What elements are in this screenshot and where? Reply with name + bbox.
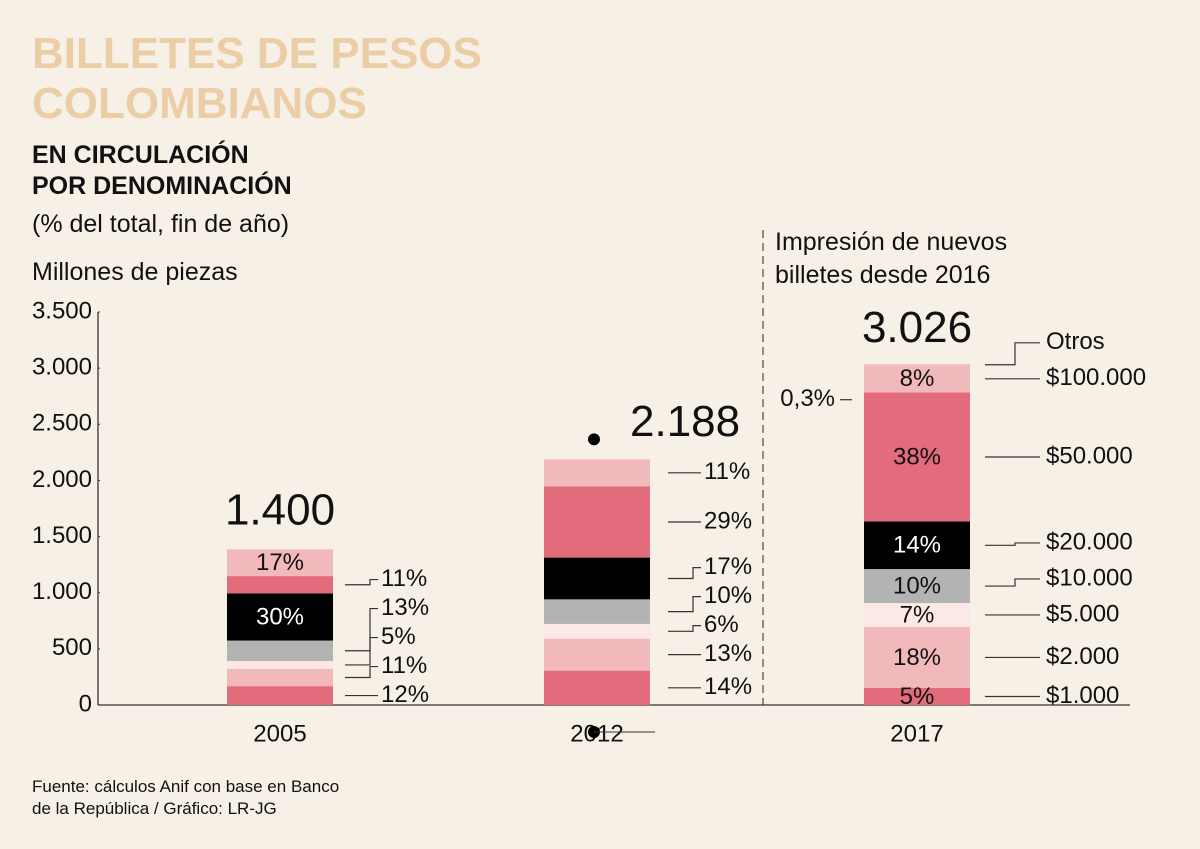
value-label: 12% — [381, 681, 429, 708]
y-tick-label: 1.000 — [32, 578, 92, 605]
total-label: 3.026 — [862, 303, 972, 352]
bar-segment — [227, 549, 333, 577]
bar-segment — [544, 638, 650, 671]
leader — [345, 607, 378, 652]
value-label: 14% — [704, 673, 752, 700]
value-label: 38% — [893, 443, 941, 470]
legend-label: $20.000 — [1046, 528, 1133, 555]
legend-label: $1.000 — [1046, 682, 1119, 709]
leader — [668, 567, 701, 580]
subtitle-line: POR DENOMINACIÓN — [32, 170, 292, 200]
bar-segment — [544, 557, 650, 600]
bar-segment — [227, 686, 333, 705]
legend-leader — [985, 542, 1040, 546]
note: (% del total, fin de año) — [32, 210, 289, 238]
bar-segment — [227, 640, 333, 661]
value-label: 13% — [381, 594, 429, 621]
value-label: 29% — [704, 507, 752, 534]
source-line: de la República / Gráfico: LR-JG — [32, 799, 277, 818]
y-tick-label: 1.500 — [32, 522, 92, 549]
title-line: BILLETES DE PESOS — [32, 29, 482, 78]
legend-label: Otros — [1046, 328, 1105, 355]
value-label: 11% — [704, 458, 750, 485]
bar-segment — [227, 576, 333, 594]
bar-segment — [864, 365, 970, 393]
bar-segment — [544, 670, 650, 705]
value-label: 17% — [704, 553, 752, 580]
value-label: 8% — [900, 365, 935, 392]
value-label: 17% — [256, 549, 304, 576]
leader — [345, 578, 378, 586]
bar-segment — [864, 603, 970, 627]
value-label: 18% — [893, 644, 941, 671]
legend-label: $2.000 — [1046, 643, 1119, 670]
bar-segment — [864, 521, 970, 570]
bar-segment — [544, 486, 650, 558]
bar-segment — [544, 599, 650, 624]
total-label: 2.188 — [630, 397, 740, 446]
annotation-line: billetes desde 2016 — [775, 261, 990, 289]
bar-segment — [544, 623, 650, 639]
value-label: 11% — [381, 565, 427, 592]
value-label: 14% — [893, 532, 941, 559]
value-label: 13% — [704, 640, 752, 667]
leader — [668, 625, 701, 632]
bar-segment — [864, 626, 970, 689]
bar-segment — [864, 364, 970, 366]
value-label: 11% — [381, 652, 427, 679]
legend-label: $10.000 — [1046, 564, 1133, 591]
value-label: 7% — [900, 601, 935, 628]
legend-leader — [985, 578, 1040, 587]
y-axis-label: Millones de piezas — [32, 258, 238, 286]
y-tick-label: 2.500 — [32, 410, 92, 437]
title-line: COLOMBIANOS — [32, 79, 367, 128]
bar-segment — [227, 660, 333, 669]
y-tick-label: 2.000 — [32, 466, 92, 493]
total-label: 1.400 — [225, 485, 335, 534]
decor-dot — [588, 433, 600, 446]
y-tick-label: 500 — [52, 634, 92, 661]
bar-segment — [864, 392, 970, 522]
bar-segment — [864, 569, 970, 604]
bar-segment — [864, 688, 970, 705]
legend-label: $5.000 — [1046, 600, 1119, 627]
source-line: Fuente: cálculos Anif con base en Banco — [32, 777, 339, 796]
y-tick-label: 3.500 — [32, 297, 92, 324]
value-label: 30% — [256, 603, 304, 630]
legend-label: $50.000 — [1046, 442, 1133, 469]
value-label: 0,3% — [780, 385, 835, 412]
value-label: 6% — [704, 611, 739, 638]
legend-leader — [985, 342, 1040, 366]
annotation-line: Impresión de nuevos — [775, 228, 1007, 256]
bar-segment — [227, 668, 333, 687]
x-tick-label: 2017 — [890, 720, 943, 747]
x-tick-label: 2005 — [253, 720, 306, 747]
bar-segment — [544, 459, 650, 487]
leader — [345, 665, 378, 679]
value-label: 5% — [900, 683, 935, 710]
value-label: 10% — [893, 572, 941, 599]
leader — [668, 596, 701, 613]
bar-segment — [227, 593, 333, 641]
y-tick-label: 0 — [79, 690, 92, 717]
legend-label: $100.000 — [1046, 364, 1146, 391]
value-label: 5% — [381, 623, 416, 650]
subtitle-line: EN CIRCULACIÓN — [32, 139, 249, 169]
y-tick-label: 3.000 — [32, 353, 92, 380]
value-label: 10% — [704, 582, 752, 609]
